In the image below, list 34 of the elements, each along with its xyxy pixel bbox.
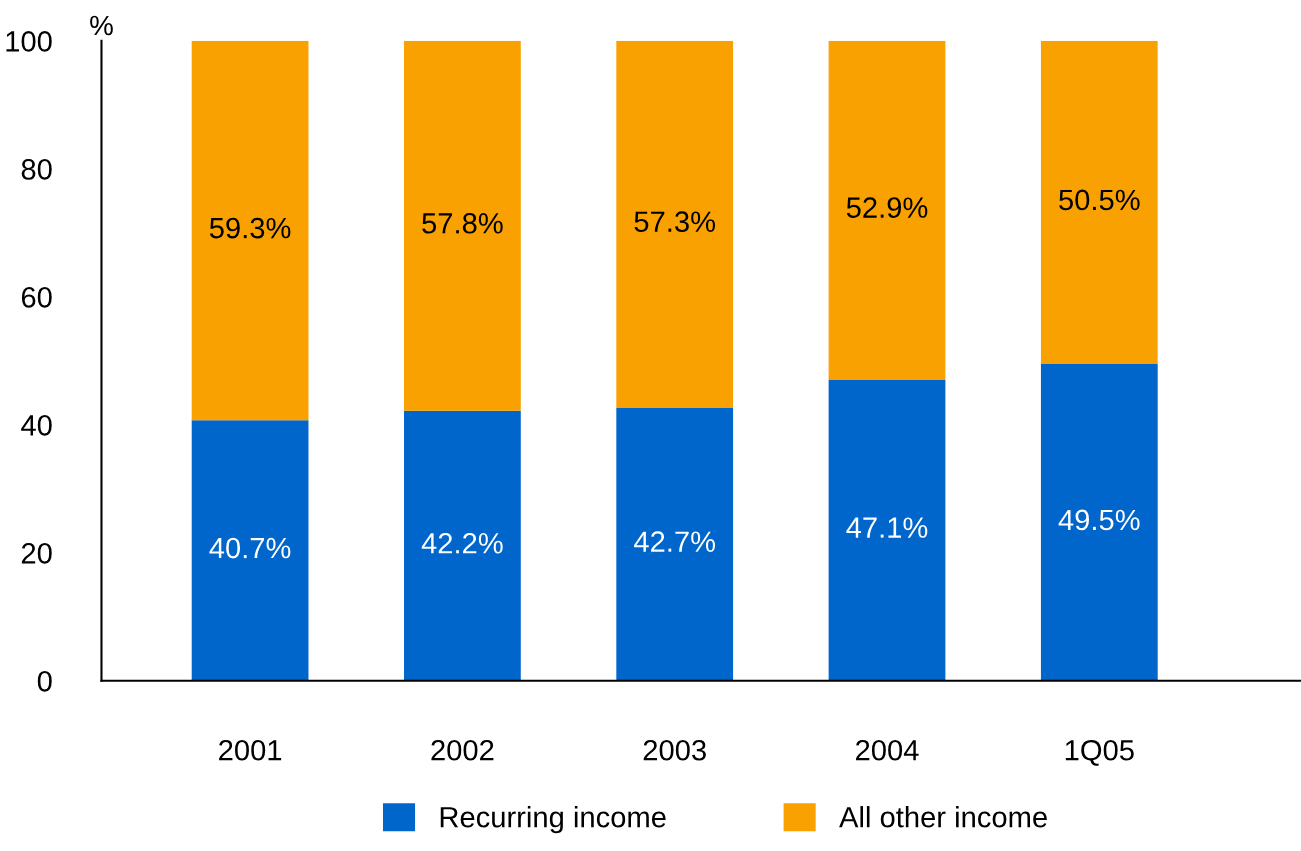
data-label: 57.3% <box>634 211 716 233</box>
bar <box>191 40 309 421</box>
x-tick-label: 2002 <box>431 739 494 761</box>
y-tick-label: 40 <box>21 415 52 436</box>
data-label: 52.9% <box>846 197 928 218</box>
x-tick-label: 2004 <box>856 739 919 761</box>
data-label: 42.2% <box>421 532 503 554</box>
y-axis-title: % <box>90 15 113 36</box>
bar <box>1040 40 1158 365</box>
data-label: 57.8% <box>422 212 503 234</box>
x-tick-label: 1Q05 <box>1065 739 1134 766</box>
data-label: 42.7% <box>634 531 716 552</box>
y-tick-label: 20 <box>21 543 52 564</box>
data-label: 49.5% <box>1058 509 1140 531</box>
y-tick-label: 60 <box>21 287 52 308</box>
y-tick-label: 100 <box>6 31 52 52</box>
bar <box>404 410 521 681</box>
data-label: 47.1% <box>846 517 928 538</box>
data-label: 50.5% <box>1059 189 1140 211</box>
y-tick-label: 0 <box>37 671 52 692</box>
bar <box>828 379 946 681</box>
data-label: 40.7% <box>209 537 291 559</box>
x-tick-label: 2003 <box>643 739 706 761</box>
bar <box>191 420 309 681</box>
data-label: 59.3% <box>209 217 291 239</box>
legend-label: All other income <box>839 806 1047 828</box>
bar <box>404 40 521 411</box>
bar <box>828 40 946 380</box>
bar <box>616 40 734 408</box>
bar <box>1040 364 1158 681</box>
bar <box>616 407 734 681</box>
legend-label: Recurring income <box>440 806 666 834</box>
x-tick-label: 2001 <box>219 739 282 761</box>
y-tick-label: 80 <box>21 159 52 180</box>
